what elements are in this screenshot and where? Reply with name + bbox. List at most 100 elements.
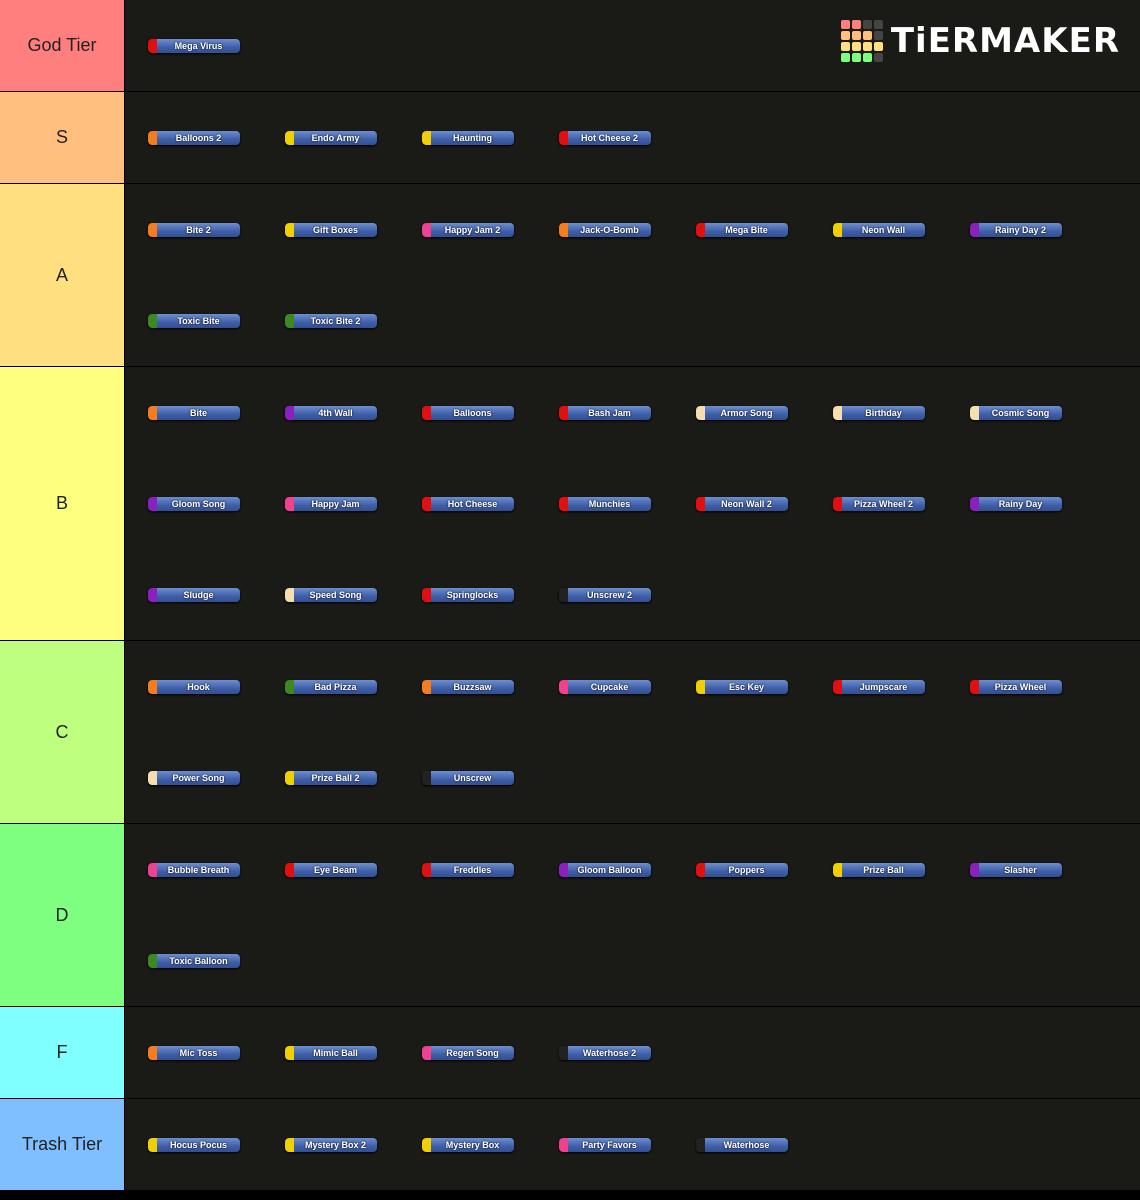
item-cell: Mega Bite [673,184,810,275]
item[interactable]: Armor Song [696,405,788,420]
item[interactable]: Gift Boxes [285,222,377,237]
item[interactable]: Cupcake [559,679,651,694]
item[interactable]: Sludge [148,587,240,602]
item[interactable]: Hot Cheese [422,496,514,511]
item[interactable]: Munchies [559,496,651,511]
item[interactable]: Prize Ball 2 [285,770,377,785]
item[interactable]: Happy Jam [285,496,377,511]
item[interactable]: Speed Song [285,587,377,602]
item[interactable]: Prize Ball [833,862,925,877]
item-cell: Bite 2 [125,184,262,275]
item-name: Pizza Wheel [979,679,1062,694]
item-cell: Sludge [125,549,262,640]
item-tab [148,496,157,511]
item[interactable]: Gloom Song [148,496,240,511]
item[interactable]: Waterhose 2 [559,1045,651,1060]
item-cell: Cupcake [536,641,673,732]
item[interactable]: Bite [148,405,240,420]
item-name: Endo Army [294,130,377,145]
item-tab [696,1137,705,1152]
tier-items: Mega Virus [125,0,1140,91]
item[interactable]: Hocus Pocus [148,1137,240,1152]
tier-items: Bite 2 Gift Boxes Happy Jam 2 Jack-O-Bomb Me… [125,184,1140,366]
item[interactable]: Mega Virus [148,38,240,53]
item[interactable]: Esc Key [696,679,788,694]
item[interactable]: Mega Bite [696,222,788,237]
item-tab [559,862,568,877]
item[interactable]: Toxic Bite 2 [285,313,377,328]
item-tab [422,679,431,694]
item[interactable]: Pizza Wheel 2 [833,496,925,511]
item[interactable]: Unscrew [422,770,514,785]
item-cell: Freddles [399,824,536,915]
item[interactable]: Endo Army [285,130,377,145]
item[interactable]: Power Song [148,770,240,785]
item[interactable]: Neon Wall 2 [696,496,788,511]
item-name: Mystery Box 2 [294,1137,377,1152]
item-name: Regen Song [431,1045,514,1060]
item-tab [833,222,842,237]
tier-row: S Balloons 2 Endo Army Haunting Hot Cheese 2 [0,92,1140,183]
item-cell: Regen Song [399,1007,536,1098]
item-tab [422,496,431,511]
item-cell: Birthday [810,367,947,458]
item[interactable]: Balloons 2 [148,130,240,145]
item-name: Waterhose [705,1137,788,1152]
item[interactable]: Party Favors [559,1137,651,1152]
item[interactable]: Unscrew 2 [559,587,651,602]
item-tab [285,679,294,694]
item[interactable]: Hook [148,679,240,694]
item-tab [833,679,842,694]
item[interactable]: Mimic Ball [285,1045,377,1060]
logo-text: TiERMAKER [890,21,1120,61]
item[interactable]: Neon Wall [833,222,925,237]
item[interactable]: Rainy Day 2 [970,222,1062,237]
item[interactable]: 4th Wall [285,405,377,420]
item[interactable]: Regen Song [422,1045,514,1060]
item[interactable]: Balloons [422,405,514,420]
item-name: Jumpscare [842,679,925,694]
item[interactable]: Mic Toss [148,1045,240,1060]
item-tab [422,222,431,237]
item[interactable]: Bad Pizza [285,679,377,694]
item-name: Neon Wall [842,222,925,237]
item[interactable]: Jumpscare [833,679,925,694]
item[interactable]: Hot Cheese 2 [559,130,651,145]
tier-row: C Hook Bad Pizza Buzzsaw Cupcake Esc Key Jumps… [0,641,1140,823]
tier-row: F Mic Toss Mimic Ball Regen Song Waterhose 2 [0,1007,1140,1098]
item[interactable]: Mystery Box 2 [285,1137,377,1152]
tier-row: God Tier Mega Virus [0,0,1140,91]
item[interactable]: Gloom Balloon [559,862,651,877]
item[interactable]: Freddles [422,862,514,877]
item-name: Gloom Song [157,496,240,511]
item[interactable]: Happy Jam 2 [422,222,514,237]
item-name: Hot Cheese [431,496,514,511]
item-tab [833,862,842,877]
item-name: Mimic Ball [294,1045,377,1060]
item[interactable]: Eye Beam [285,862,377,877]
item-tab [559,405,568,420]
item-tab [148,130,157,145]
item[interactable]: Springlocks [422,587,514,602]
item-cell: Rainy Day 2 [947,184,1084,275]
item[interactable]: Rainy Day [970,496,1062,511]
item[interactable]: Bubble Breath [148,862,240,877]
item[interactable]: Jack-O-Bomb [559,222,651,237]
item[interactable]: Waterhose [696,1137,788,1152]
item-tab [148,679,157,694]
item[interactable]: Slasher [970,862,1062,877]
item[interactable]: Cosmic Song [970,405,1062,420]
item[interactable]: Mystery Box [422,1137,514,1152]
item[interactable]: Buzzsaw [422,679,514,694]
item-cell: Prize Ball 2 [262,732,399,823]
item[interactable]: Haunting [422,130,514,145]
item[interactable]: Toxic Balloon [148,953,240,968]
item[interactable]: Bash Jam [559,405,651,420]
item[interactable]: Bite 2 [148,222,240,237]
item-tab [422,1045,431,1060]
item[interactable]: Birthday [833,405,925,420]
item-name: Poppers [705,862,788,877]
item[interactable]: Toxic Bite [148,313,240,328]
item[interactable]: Poppers [696,862,788,877]
item[interactable]: Pizza Wheel [970,679,1062,694]
